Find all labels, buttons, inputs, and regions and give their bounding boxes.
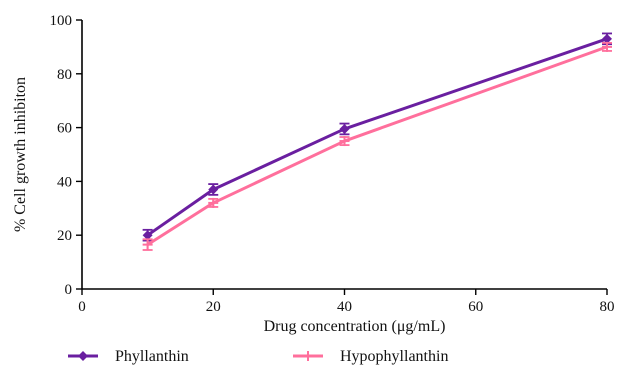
data-point-marker — [340, 124, 350, 134]
chart-axes — [82, 20, 607, 289]
y-tick-label: 60 — [57, 121, 72, 137]
x-tick-label: 0 — [78, 299, 86, 315]
series-line — [148, 39, 607, 235]
legend-label: Phyllanthin — [115, 348, 189, 365]
x-tick-label: 60 — [468, 299, 483, 315]
series-line — [148, 47, 607, 245]
x-tick-label: 80 — [600, 299, 615, 315]
data-point-marker — [78, 351, 88, 361]
y-tick-label: 100 — [50, 13, 73, 29]
data-point-marker — [303, 351, 313, 361]
chart-legend: Phyllanthin Hypophyllanthin — [68, 348, 448, 365]
x-tick-label: 40 — [337, 299, 352, 315]
x-tick-label: 20 — [206, 299, 221, 315]
chart-series — [143, 33, 612, 250]
y-tick-label: 20 — [57, 228, 72, 244]
y-axis-title: % Cell growth inhibiton — [12, 77, 29, 232]
series-hypophyllanthin — [143, 42, 612, 250]
legend-item-phyllanthin: Phyllanthin — [68, 348, 189, 365]
y-tick-label: 40 — [57, 174, 72, 190]
y-tick-label: 80 — [57, 67, 72, 83]
chart-ticks: 0 20 40 60 80 100 0 20 40 60 80 — [50, 13, 615, 315]
series-phyllanthin — [143, 33, 612, 240]
legend-label: Hypophyllanthin — [340, 348, 448, 365]
x-axis-title: Drug concentration (μg/mL) — [264, 318, 446, 335]
legend-item-hypophyllanthin: Hypophyllanthin — [293, 348, 448, 365]
y-tick-label: 0 — [65, 282, 73, 298]
